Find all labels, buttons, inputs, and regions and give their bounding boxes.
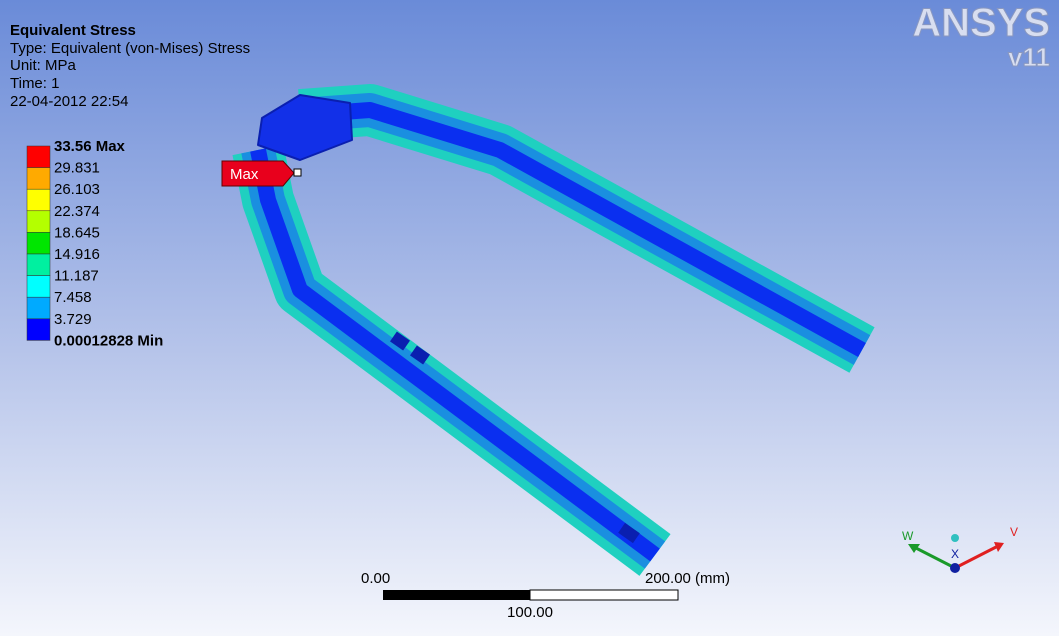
- legend-label: 3.729: [54, 311, 92, 328]
- result-title: Equivalent Stress: [10, 22, 136, 39]
- logo: ANSYS: [912, 1, 1050, 45]
- legend-band: [27, 146, 50, 168]
- legend-band: [27, 189, 50, 211]
- viewport: Equivalent Stress Type: Equivalent (von-…: [0, 0, 1059, 636]
- background: [0, 0, 1059, 636]
- result-type: Type: Equivalent (von-Mises) Stress: [10, 40, 250, 57]
- legend-label: 22.374: [54, 203, 100, 220]
- legend-band: [27, 276, 50, 298]
- legend-band: [27, 168, 50, 190]
- legend-band: [27, 211, 50, 233]
- probe-label: Max: [230, 166, 259, 183]
- logo-version: v11: [1008, 42, 1050, 72]
- triad-center: X: [951, 547, 959, 561]
- result-date: 22-04-2012 22:54: [10, 93, 128, 110]
- legend-label: 18.645: [54, 224, 100, 241]
- legend-label: 29.831: [54, 160, 100, 177]
- scale-start: 0.00: [361, 570, 390, 587]
- triad-right: V: [1010, 525, 1018, 539]
- result-time: Time: 1: [10, 75, 59, 92]
- legend-band: [27, 297, 50, 319]
- scale-end: 200.00 (mm): [645, 570, 730, 587]
- triad-left: W: [902, 529, 914, 543]
- legend-label: 0.00012828 Min: [54, 332, 163, 349]
- result-unit: Unit: MPa: [10, 57, 77, 74]
- legend-label: 33.56 Max: [54, 138, 126, 155]
- legend-label: 11.187: [54, 268, 99, 285]
- legend-band: [27, 232, 50, 254]
- scale-middle: 100.00: [507, 604, 553, 621]
- legend-band: [27, 319, 50, 341]
- legend-band: [27, 254, 50, 276]
- legend-label: 7.458: [54, 289, 92, 306]
- legend-label: 26.103: [54, 181, 100, 198]
- legend-label: 14.916: [54, 246, 100, 263]
